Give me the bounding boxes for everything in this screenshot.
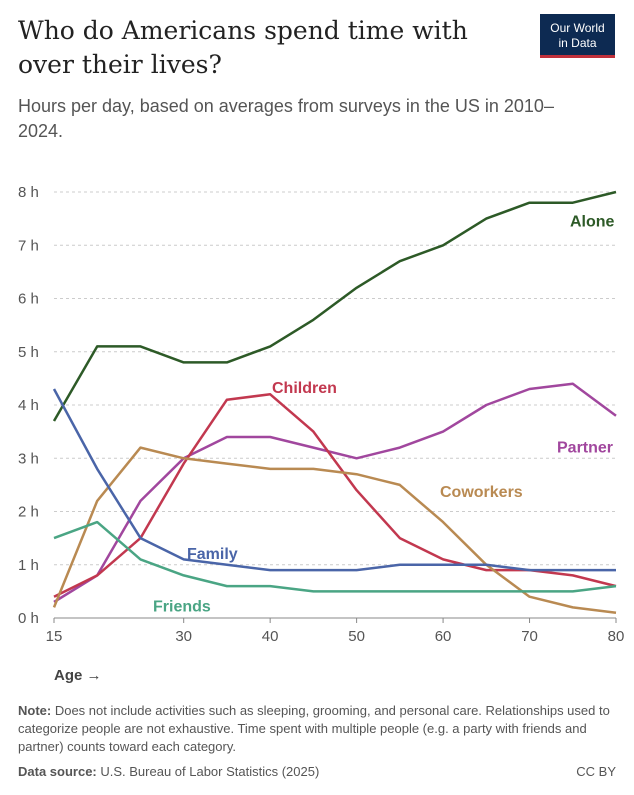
x-tick-label: 80 <box>608 628 625 645</box>
data-source: Data source: U.S. Bureau of Labor Statis… <box>18 764 319 779</box>
series-label-coworkers: Coworkers <box>440 484 523 501</box>
y-tick-label: 7 h <box>18 237 39 254</box>
license-link[interactable]: CC BY <box>576 764 616 779</box>
y-tick-label: 0 h <box>18 610 39 627</box>
chart-note: Note: Does not include activities such a… <box>18 702 618 756</box>
y-tick-label: 4 h <box>18 397 39 414</box>
x-tick-label: 40 <box>262 628 279 645</box>
note-text: Does not include activities such as slee… <box>18 703 610 754</box>
y-tick-label: 5 h <box>18 344 39 361</box>
x-axis-title: Age → <box>54 667 102 684</box>
y-tick-label: 3 h <box>18 450 39 467</box>
series-line-family <box>52 388 616 572</box>
x-tick-label: 60 <box>435 628 452 645</box>
series-line-children <box>53 393 617 598</box>
series-lines <box>52 190 617 614</box>
series-label-family: Family <box>187 546 238 563</box>
note-label: Note: <box>18 703 52 718</box>
y-tick-label: 2 h <box>18 504 39 521</box>
logo-line-2: in Data <box>558 36 597 50</box>
grid-lines <box>54 191 616 619</box>
y-tick-label: 1 h <box>18 557 39 574</box>
line-chart: 0 h 1 h 2 h 3 h 4 h 5 h 6 h 7 h 8 h 15 30 40 50 60 70… <box>18 184 625 684</box>
series-label-children: Children <box>272 380 337 397</box>
source-label: Data source: <box>18 764 97 779</box>
x-axis: 15 30 40 50 60 70 80 <box>46 617 625 645</box>
chart-title: Who do Americans spend time with over th… <box>18 16 468 79</box>
x-tick-label: 50 <box>348 628 365 645</box>
logo-line-1: Our World <box>550 21 605 35</box>
chart-subtitle: Hours per day, based on averages from su… <box>18 96 554 141</box>
series-line-friends <box>53 520 617 593</box>
series-labels: Alone Partner Children Coworkers Family Frien… <box>153 213 615 615</box>
owid-logo[interactable]: Our World in Data <box>540 14 615 58</box>
source-text: U.S. Bureau of Labor Statistics (2025) <box>96 764 320 779</box>
x-tick-label: 15 <box>46 628 63 645</box>
y-axis: 0 h 1 h 2 h 3 h 4 h 5 h 6 h 7 h 8 h <box>18 184 39 627</box>
series-label-alone: Alone <box>570 213 615 230</box>
x-tick-label: 30 <box>175 628 192 645</box>
series-line-partner <box>53 382 617 604</box>
series-label-friends: Friends <box>153 598 211 615</box>
y-tick-label: 6 h <box>18 291 39 308</box>
y-tick-label: 8 h <box>18 184 39 201</box>
series-line-coworkers <box>52 446 617 614</box>
series-line-alone <box>52 190 617 422</box>
x-tick-label: 70 <box>521 628 538 645</box>
series-label-partner: Partner <box>557 440 613 457</box>
